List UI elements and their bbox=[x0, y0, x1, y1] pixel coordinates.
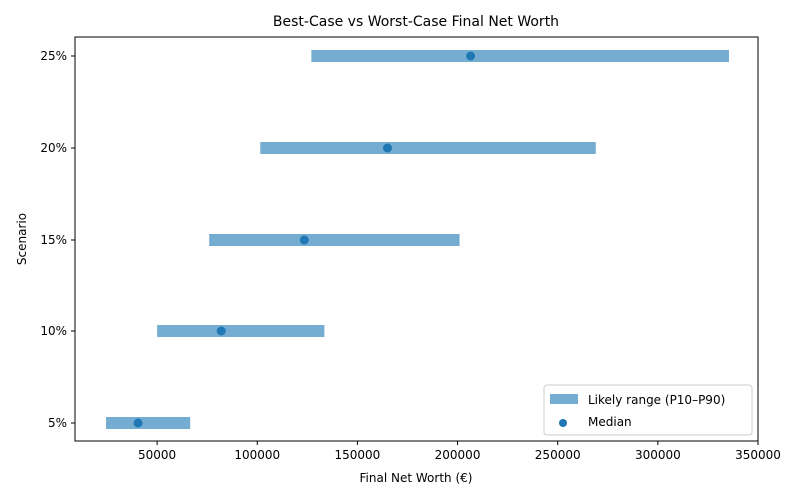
x-tick-label: 300000 bbox=[635, 448, 681, 462]
legend-median-label: Median bbox=[588, 415, 632, 429]
median-marker bbox=[299, 235, 309, 245]
legend-range-label: Likely range (P10–P90) bbox=[588, 393, 725, 407]
median-marker bbox=[216, 326, 226, 336]
x-axis-label: Final Net Worth (€) bbox=[360, 471, 473, 485]
x-tick-label: 250000 bbox=[535, 448, 581, 462]
y-axis-label: Scenario bbox=[15, 213, 29, 265]
range-bar bbox=[311, 50, 729, 62]
median-marker bbox=[466, 51, 476, 61]
y-axis-ticks: 5% 10% 15% 20% 25% bbox=[40, 49, 75, 430]
x-tick-label: 100000 bbox=[234, 448, 280, 462]
axes-frame bbox=[74, 36, 759, 442]
x-tick-label: 50000 bbox=[138, 448, 176, 462]
x-axis-ticks: 50000 100000 150000 200000 250000 300000 35000… bbox=[138, 441, 781, 462]
y-tick-label: 15% bbox=[40, 233, 67, 247]
range-bar bbox=[260, 142, 596, 154]
legend-median-marker bbox=[559, 419, 567, 427]
plot-area bbox=[106, 50, 729, 429]
median-marker bbox=[382, 143, 392, 153]
y-tick-label: 25% bbox=[40, 49, 67, 63]
legend-range-swatch bbox=[550, 394, 578, 404]
legend-box bbox=[543, 384, 753, 436]
y-tick-label: 10% bbox=[40, 324, 67, 338]
range-bar bbox=[209, 234, 460, 246]
x-tick-label: 200000 bbox=[435, 448, 481, 462]
y-tick-label: 5% bbox=[48, 416, 67, 430]
x-tick-label: 150000 bbox=[335, 448, 381, 462]
chart-title: Best-Case vs Worst-Case Final Net Worth bbox=[273, 14, 559, 30]
range-bar bbox=[157, 325, 325, 337]
x-tick-label: 350000 bbox=[735, 448, 781, 462]
y-tick-label: 20% bbox=[40, 141, 67, 155]
range-bar bbox=[106, 417, 191, 429]
legend: Likely range (P10–P90) Median bbox=[543, 384, 753, 436]
median-marker bbox=[133, 418, 143, 428]
